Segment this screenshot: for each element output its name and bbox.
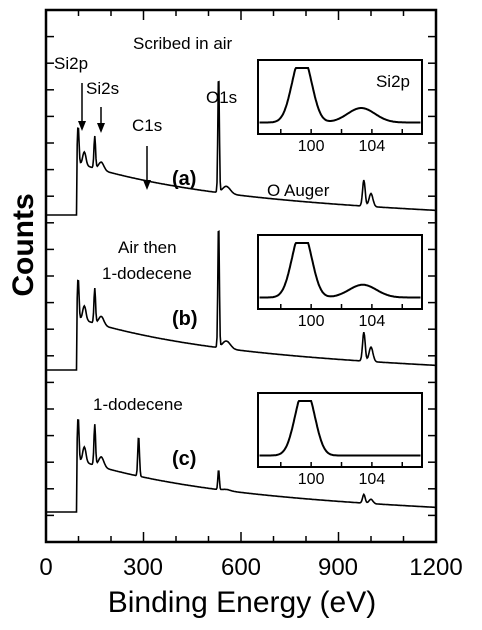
- annotation-c1s: C1s: [132, 116, 162, 135]
- annotation-1-dodecene-b: 1-dodecene: [102, 264, 192, 283]
- x-tick-label-300: 300: [123, 554, 163, 581]
- spectrum-line-b: [46, 230, 437, 371]
- insets-group: 100 104 Si2p 100 104 100 104: [257, 59, 423, 488]
- x-tick-label-900: 900: [318, 554, 358, 581]
- annotation-o1s: O1s: [206, 88, 237, 107]
- annotation-o-auger: O Auger: [267, 181, 330, 200]
- inset-tick-label-104: 104: [359, 138, 386, 155]
- y-axis-title: Counts: [7, 193, 40, 296]
- inset-tick-label-100: 100: [298, 471, 325, 488]
- annotation-air-then: Air then: [118, 238, 177, 257]
- inset-spectrum: [259, 242, 421, 299]
- panel-label-c: (c): [172, 448, 196, 470]
- inset-label-si2p: Si2p: [376, 72, 410, 91]
- x-tick-label-0: 0: [39, 554, 52, 581]
- inset-tick-label-104: 104: [359, 313, 386, 330]
- inset-a: 100 104 Si2p: [257, 59, 423, 155]
- annotation-1-dodecene-c: 1-dodecene: [93, 395, 183, 414]
- inset-spectrum: [259, 67, 421, 124]
- inset-spectrum: [259, 400, 421, 457]
- annotation-si2s: Si2s: [86, 79, 119, 98]
- x-tick-marks: [45, 10, 437, 542]
- panel-label-b: (b): [172, 308, 198, 330]
- y-tick-marks: [46, 35, 436, 517]
- panel-label-a: (a): [172, 168, 196, 190]
- spectrum-line-c: [46, 419, 437, 513]
- inset-tick-label-104: 104: [359, 471, 386, 488]
- annotation-scribed-in-air: Scribed in air: [133, 34, 233, 53]
- si2s-arrow-head: [97, 123, 105, 133]
- x-axis-title: Binding Energy (eV): [108, 586, 376, 619]
- x-tick-label-1200: 1200: [409, 554, 462, 581]
- spectra-group: [46, 80, 437, 513]
- c1s-arrow-head: [143, 180, 151, 190]
- inset-tick-label-100: 100: [298, 138, 325, 155]
- x-tick-label-600: 600: [221, 554, 261, 581]
- inset-tick-label-100: 100: [298, 313, 325, 330]
- inset-c: 100 104: [257, 392, 423, 488]
- si2p-arrow-head: [78, 121, 86, 131]
- inset-b: 100 104: [257, 234, 423, 330]
- annotation-si2p: Si2p: [54, 54, 88, 73]
- spectrum-line-a: [46, 80, 437, 216]
